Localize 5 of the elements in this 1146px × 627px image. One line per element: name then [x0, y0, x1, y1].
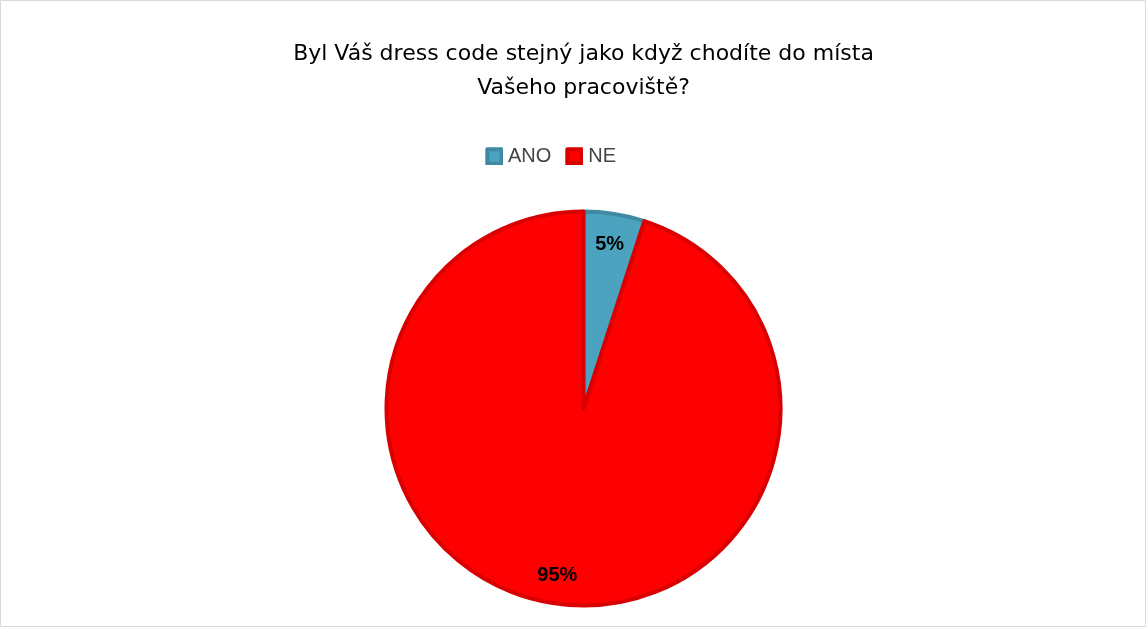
legend-label: ANO	[508, 144, 552, 167]
data-label: 5%	[595, 232, 625, 255]
data-label: 95%	[537, 562, 578, 585]
legend-label: NE	[588, 144, 617, 167]
chart-title: Byl Váš dress code stejný jako když chodíte do místa Vašeho pracoviště?	[293, 40, 874, 99]
